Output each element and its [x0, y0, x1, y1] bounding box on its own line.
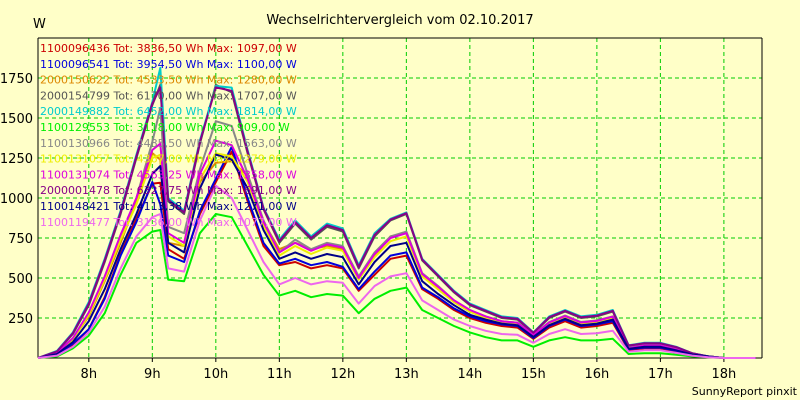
y-tick-label: 250	[8, 312, 33, 327]
legend-entry: 1100148421 Tot: 4113,38 Wh Max: 1271,00 …	[40, 200, 297, 213]
legend-entry: 1100129553 Tot: 3118,00 Wh Max: 909,00 W	[40, 121, 290, 134]
series-lines	[37, 66, 756, 359]
y-tick-label: 750	[8, 232, 33, 247]
y-axis-ticks: 250 500 750 1000 1250 1500 1750	[0, 72, 33, 327]
legend-entry: 2000154799 Tot: 6170,00 Wh Max: 1707,00 …	[40, 89, 297, 102]
legend-entry: 1100130966 Tot: 4485,50 Wh Max: 1563,00 …	[40, 137, 297, 150]
x-tick-label: 11h	[267, 367, 292, 382]
series-line-1100148421	[37, 153, 756, 359]
series-line-1100119477	[37, 184, 756, 359]
legend-entry: 2000150622 Tot: 4533,50 Wh Max: 1280,00 …	[40, 74, 297, 87]
x-tick-label: 15h	[521, 367, 546, 382]
x-tick-label: 14h	[457, 367, 482, 382]
legend: 1100096436 Tot: 3836,50 Wh Max: 1097,00 …	[40, 42, 297, 229]
series-line-1100129553	[37, 213, 756, 359]
legend-entry: 1100096541 Tot: 3954,50 Wh Max: 1100,00 …	[40, 58, 297, 71]
y-axis-unit: W	[33, 17, 46, 32]
x-tick-label: 16h	[584, 367, 609, 382]
x-tick-label: 18h	[712, 367, 737, 382]
x-axis-ticks: 8h 9h 10h 11h 12h 13h 14h 15h 16h 17h 18h	[81, 358, 737, 382]
y-tick-label: 1750	[0, 72, 33, 87]
y-tick-label: 1500	[0, 112, 33, 127]
legend-entry: 2000001478 Tot: 6327,75 Wh Max: 1691,00 …	[40, 184, 297, 197]
y-tick-label: 1000	[0, 192, 33, 207]
legend-entry: 1100131074 Tot: 4563,25 Wh Max: 1358,00 …	[40, 168, 297, 181]
legend-entry: 1100131057 Tot: 4367,00 Wh Max: 1279,00 …	[40, 153, 297, 166]
y-tick-label: 500	[8, 272, 33, 287]
series-line-2000001478	[37, 86, 756, 359]
footer-credit: SunnyReport pinxit	[692, 385, 798, 398]
x-tick-label: 17h	[648, 367, 673, 382]
x-tick-label: 12h	[330, 367, 355, 382]
legend-entry: 2000149882 Tot: 6452,00 Wh Max: 1814,00 …	[40, 105, 297, 118]
x-tick-label: 9h	[144, 367, 161, 382]
axes	[37, 37, 763, 359]
legend-entry: 1100119477 Tot: 3136,00 Wh Max: 1077,00 …	[40, 216, 297, 229]
x-tick-label: 8h	[81, 367, 98, 382]
legend-entry: 1100096436 Tot: 3836,50 Wh Max: 1097,00 …	[40, 42, 297, 55]
x-tick-label: 10h	[203, 367, 228, 382]
chart-title: Wechselrichtervergleich vom 02.10.2017	[266, 13, 533, 28]
y-tick-label: 1250	[0, 152, 33, 167]
x-tick-label: 13h	[394, 367, 419, 382]
